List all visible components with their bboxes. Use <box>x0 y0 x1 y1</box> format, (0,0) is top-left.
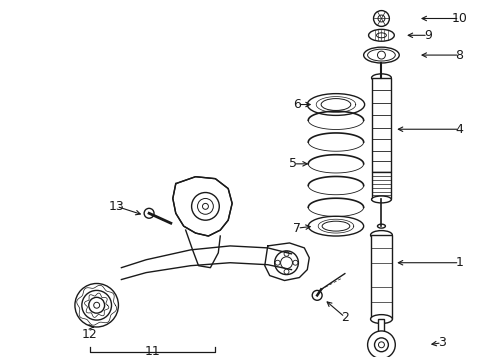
Text: 6: 6 <box>293 98 301 111</box>
Text: 12: 12 <box>81 328 98 341</box>
Text: 4: 4 <box>455 123 463 136</box>
Ellipse shape <box>370 231 391 239</box>
Circle shape <box>280 257 292 269</box>
Ellipse shape <box>371 74 390 82</box>
Ellipse shape <box>363 47 398 63</box>
Bar <box>370 235 391 319</box>
Circle shape <box>378 342 384 348</box>
Ellipse shape <box>377 224 385 228</box>
Polygon shape <box>172 177 232 236</box>
Ellipse shape <box>371 196 390 203</box>
Polygon shape <box>264 243 308 280</box>
Text: 1: 1 <box>455 256 463 269</box>
Text: 9: 9 <box>423 29 431 42</box>
Circle shape <box>144 208 154 218</box>
Circle shape <box>367 331 394 359</box>
Circle shape <box>377 15 384 22</box>
Ellipse shape <box>321 99 350 111</box>
Circle shape <box>202 203 208 209</box>
Circle shape <box>284 251 288 256</box>
Circle shape <box>275 260 280 265</box>
Circle shape <box>292 260 297 265</box>
Circle shape <box>94 302 100 308</box>
Ellipse shape <box>370 315 391 324</box>
Ellipse shape <box>372 51 389 59</box>
Circle shape <box>197 198 213 214</box>
Circle shape <box>284 269 288 274</box>
Ellipse shape <box>376 33 386 38</box>
Circle shape <box>312 291 322 300</box>
Circle shape <box>89 297 104 313</box>
Circle shape <box>81 291 111 320</box>
Text: 11: 11 <box>145 345 161 358</box>
Text: 13: 13 <box>108 200 124 213</box>
Bar <box>371 172 390 199</box>
Text: 5: 5 <box>289 157 297 170</box>
Ellipse shape <box>367 49 394 61</box>
Circle shape <box>377 51 385 59</box>
Text: 2: 2 <box>340 311 348 324</box>
Ellipse shape <box>306 94 364 116</box>
Text: 10: 10 <box>451 12 467 25</box>
Ellipse shape <box>368 30 393 41</box>
Ellipse shape <box>307 216 363 236</box>
Text: 3: 3 <box>437 336 445 349</box>
Ellipse shape <box>322 221 349 231</box>
Bar <box>378 319 384 337</box>
Circle shape <box>274 251 298 275</box>
Text: 7: 7 <box>293 222 301 235</box>
Bar <box>371 78 390 172</box>
Circle shape <box>191 193 219 220</box>
Circle shape <box>374 338 387 352</box>
Circle shape <box>75 283 118 327</box>
Text: 8: 8 <box>455 49 463 62</box>
Polygon shape <box>121 246 291 279</box>
Circle shape <box>373 10 388 26</box>
